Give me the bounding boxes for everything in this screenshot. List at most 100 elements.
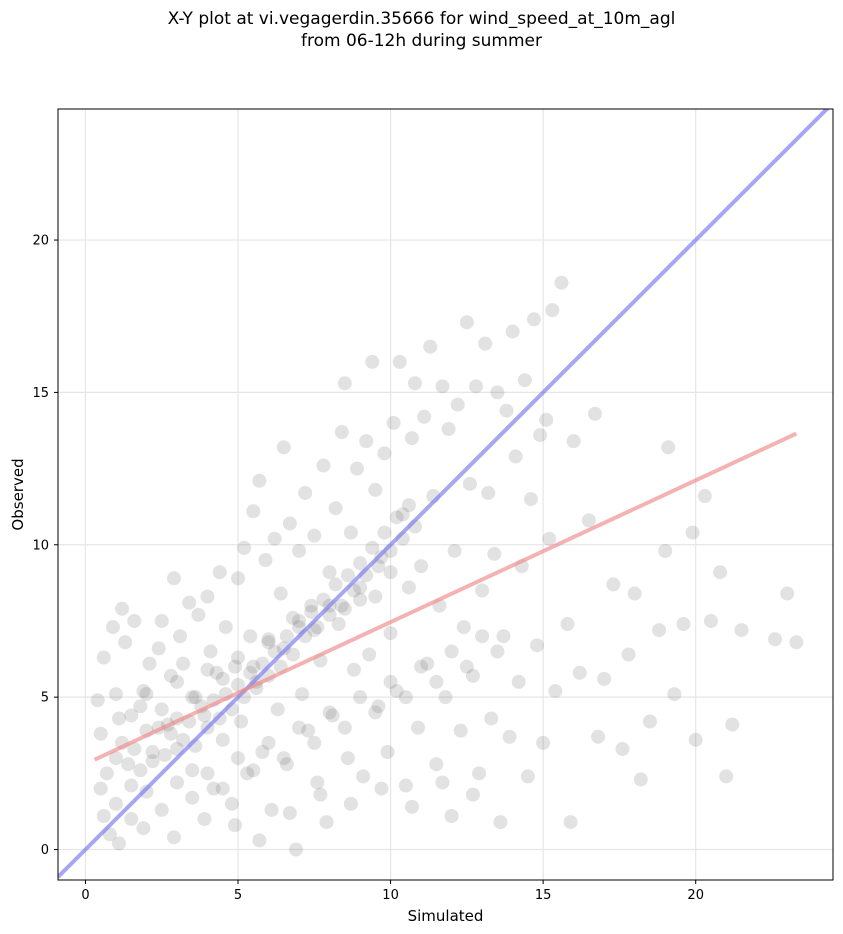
x-axis-ticks: 0 5 10 15 20 [81, 880, 704, 903]
scatter-point [127, 613, 142, 628]
y-tick-label: 5 [41, 691, 49, 706]
scatter-point [227, 818, 242, 833]
scatter-point [374, 549, 389, 564]
scatter-point [353, 580, 368, 595]
chart-title: X-Y plot at vi.vegagerdin.35666 for wind… [167, 9, 676, 29]
scatter-point [246, 659, 261, 674]
scatter-point [420, 656, 435, 671]
scatter-point [365, 354, 380, 369]
scatter-point [231, 650, 246, 665]
scatter-point [661, 440, 676, 455]
scatter-point [151, 641, 166, 656]
scatter-point [261, 632, 276, 647]
scatter-point [389, 684, 404, 699]
scatter-point [197, 812, 212, 827]
scatter-points [90, 275, 804, 857]
scatter-point [401, 498, 416, 513]
scatter-point [298, 485, 313, 500]
scatter-point [108, 796, 123, 811]
scatter-point [243, 665, 258, 680]
scatter-point [505, 324, 520, 339]
scatter-point [536, 735, 551, 750]
scatter-point [520, 769, 535, 784]
scatter-point [450, 397, 465, 412]
x-axis-label: Simulated [408, 907, 484, 925]
scatter-point [139, 687, 154, 702]
scatter-point [633, 772, 648, 787]
scatter-point [563, 815, 578, 830]
scatter-point [380, 745, 395, 760]
scatter-point [212, 565, 227, 580]
scatter-point [407, 376, 422, 391]
scatter-point [685, 525, 700, 540]
scatter-point [154, 802, 169, 817]
scatter-point [401, 580, 416, 595]
scatter-point [292, 613, 307, 628]
scatter-point [182, 595, 197, 610]
scatter-point [258, 553, 273, 568]
scatter-point [154, 702, 169, 717]
scatter-point [334, 598, 349, 613]
scatter-point [163, 726, 178, 741]
scatter-point [157, 748, 172, 763]
y-tick-label: 0 [41, 843, 49, 858]
scatter-point [176, 656, 191, 671]
scatter-point [346, 662, 361, 677]
scatter-point [545, 303, 560, 318]
scatter-point [304, 604, 319, 619]
scatter-point [350, 461, 365, 476]
scatter-point [337, 720, 352, 735]
scatter-point [166, 571, 181, 586]
scatter-point [243, 629, 258, 644]
scatter-point [166, 830, 181, 845]
scatter-point [411, 720, 426, 735]
scatter-point [395, 507, 410, 522]
scatter-point [475, 583, 490, 598]
y-tick-label: 20 [32, 234, 49, 249]
scatter-point [337, 601, 352, 616]
scatter-point [237, 540, 252, 555]
scatter-point [200, 662, 215, 677]
scatter-point [154, 613, 169, 628]
scatter-point [261, 735, 276, 750]
scatter-point [499, 403, 514, 418]
y-tick-label: 10 [32, 538, 49, 553]
scatter-point [328, 501, 343, 516]
scatter-point [203, 644, 218, 659]
scatter-point [224, 796, 239, 811]
scatter-point [667, 687, 682, 702]
scatter-point [490, 644, 505, 659]
scatter-point [566, 434, 581, 449]
scatter-point [173, 629, 188, 644]
scatter-point [307, 735, 322, 750]
regression-line [93, 431, 798, 762]
scatter-point [212, 711, 227, 726]
scatter-point [331, 617, 346, 632]
scatter-point [383, 674, 398, 689]
scatter-point [353, 556, 368, 571]
scatter-point [435, 379, 450, 394]
scatter-point [517, 373, 532, 388]
scatter-point [487, 546, 502, 561]
scatter-point [234, 714, 249, 729]
scatter-point [615, 741, 630, 756]
scatter-point [392, 354, 407, 369]
scatter-point [340, 568, 355, 583]
scatter-point [118, 635, 133, 650]
scatter-point [502, 729, 517, 744]
scatter-point [383, 565, 398, 580]
scatter-point [185, 690, 200, 705]
scatter-point [493, 815, 508, 830]
y-tick-label: 15 [32, 386, 49, 401]
scatter-point [325, 708, 340, 723]
scatter-point [292, 543, 307, 558]
x-tick-label: 10 [382, 888, 399, 903]
scatter-point [481, 485, 496, 500]
scatter-point [145, 745, 160, 760]
scatter-point [285, 647, 300, 662]
scatter-point [252, 473, 267, 488]
scatter-point [435, 775, 450, 790]
scatter-point [108, 751, 123, 766]
scatter-point [523, 492, 538, 507]
scatter-point [404, 799, 419, 814]
